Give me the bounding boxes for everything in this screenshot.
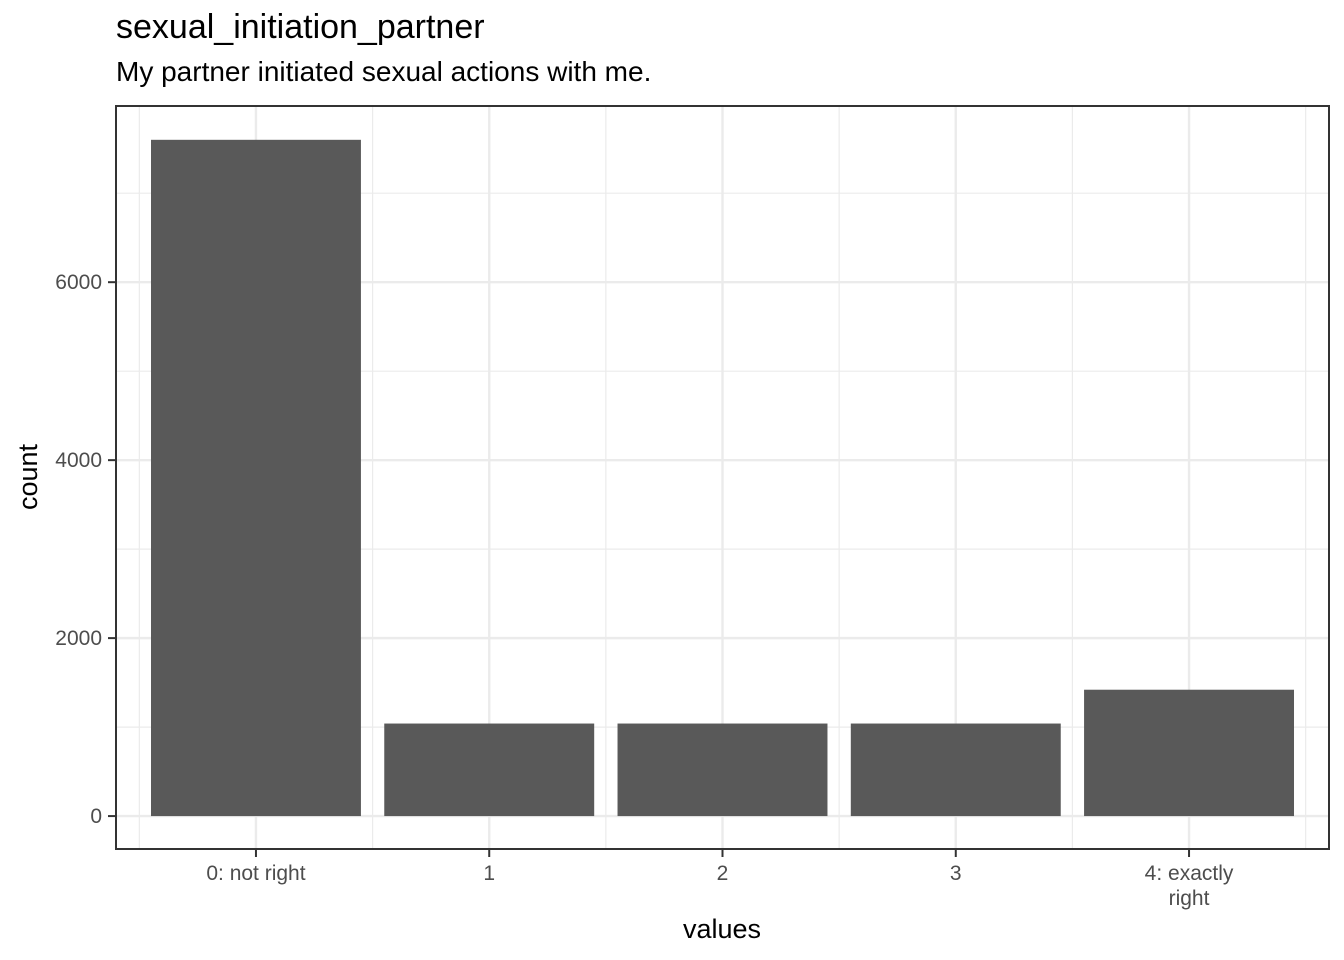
x-tick-label: 0: not right xyxy=(206,862,305,885)
chart-subtitle: My partner initiated sexual actions with… xyxy=(116,56,652,87)
bars xyxy=(150,139,1295,817)
y-tick-label: 2000 xyxy=(55,627,102,650)
bar-2 xyxy=(617,723,828,817)
y-tick-label: 4000 xyxy=(55,449,102,472)
chart-title: sexual_initiation_partner xyxy=(116,8,485,46)
bar-3 xyxy=(850,723,1061,817)
y-axis: 0 2000 4000 6000 xyxy=(55,271,116,828)
bar-4 xyxy=(1084,689,1295,817)
x-tick-label: 4: exactly xyxy=(1145,862,1234,885)
y-axis-title: count xyxy=(13,443,43,510)
x-tick-label: 3 xyxy=(950,862,962,885)
x-axis-title: values xyxy=(683,914,761,944)
bar-1 xyxy=(384,723,595,817)
y-tick-label: 0 xyxy=(90,805,102,828)
bar-0 xyxy=(150,139,361,817)
x-tick-label: right xyxy=(1169,887,1210,910)
x-tick-label: 2 xyxy=(717,862,729,885)
x-tick-label: 1 xyxy=(483,862,495,885)
y-tick-label: 6000 xyxy=(55,271,102,294)
